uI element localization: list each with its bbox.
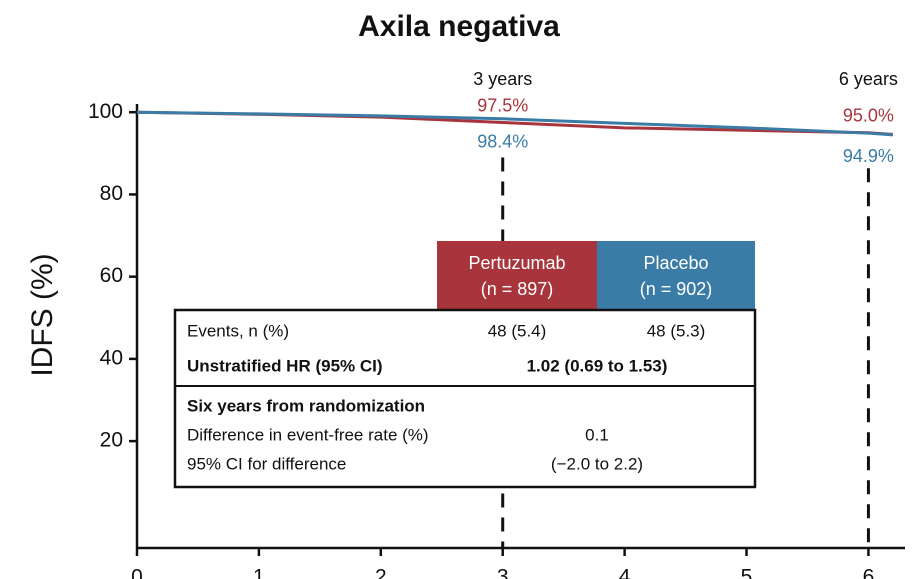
landmark-label: 3 years xyxy=(473,69,532,89)
table-value: 48 (5.4) xyxy=(488,321,547,340)
x-tick-label: 2 xyxy=(375,566,387,579)
legend-name: Pertuzumab xyxy=(468,253,565,273)
table-value: 0.1 xyxy=(585,425,609,444)
legend-box xyxy=(597,241,755,310)
table-label: Unstratified HR (95% CI) xyxy=(187,356,383,375)
x-tick-label: 4 xyxy=(619,566,631,579)
legend-n: (n = 897) xyxy=(481,279,554,299)
y-tick-label: 80 xyxy=(100,182,123,205)
landmark-value: 98.4% xyxy=(477,132,528,152)
table-label: 95% CI for difference xyxy=(187,454,346,473)
x-tick-label: 0 xyxy=(131,566,143,579)
y-tick-label: 60 xyxy=(100,264,123,287)
landmark-value: 95.0% xyxy=(843,106,894,126)
x-tick-label: 5 xyxy=(741,566,753,579)
chart-title: Axila negativa xyxy=(358,10,560,43)
landmark-value: 97.5% xyxy=(477,95,528,115)
legend-box xyxy=(437,241,597,310)
table-label: Events, n (%) xyxy=(187,321,289,340)
y-tick-label: 20 xyxy=(100,429,123,452)
y-axis-label: IDFS (%) xyxy=(26,253,59,376)
x-tick-label: 1 xyxy=(253,566,265,579)
y-tick-label: 100 xyxy=(88,100,123,123)
x-tick-label: 3 xyxy=(497,566,509,579)
table-value: (−2.0 to 2.2) xyxy=(551,454,643,473)
table-value: 48 (5.3) xyxy=(647,321,706,340)
legend-name: Placebo xyxy=(643,253,708,273)
table-value: 1.02 (0.69 to 1.53) xyxy=(527,356,668,375)
landmark-value: 94.9% xyxy=(843,146,894,166)
table-section: Six years from randomization xyxy=(187,396,425,415)
table-label: Difference in event-free rate (%) xyxy=(187,425,429,444)
table-box xyxy=(173,308,757,489)
y-tick-label: 40 xyxy=(100,346,123,369)
x-tick-label: 6 xyxy=(863,566,875,579)
landmark-label: 6 years xyxy=(839,69,898,89)
survival-curve xyxy=(136,110,893,137)
legend-n: (n = 902) xyxy=(640,279,713,299)
